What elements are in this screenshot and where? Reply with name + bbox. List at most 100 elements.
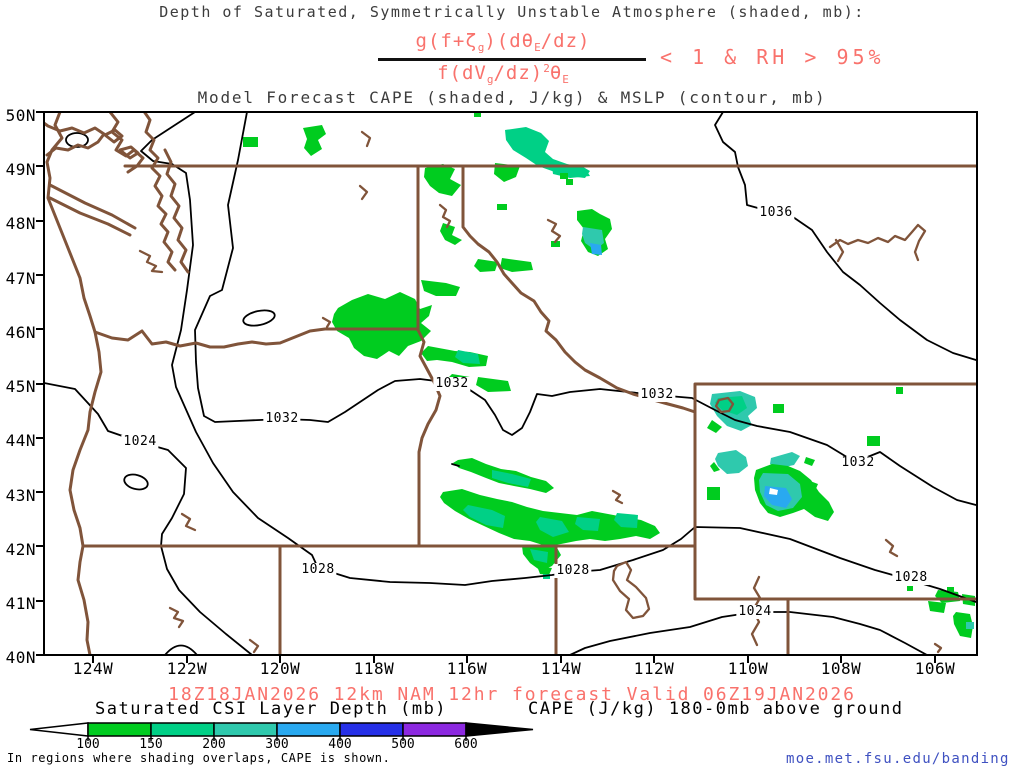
or-river-2 [168,606,185,629]
contour-1024-west [44,382,253,655]
or-river-1 [180,512,197,532]
mslp-contours [44,112,977,655]
lat-label-46n: 46N [5,323,36,342]
contour-closed-sworegon [123,473,149,491]
colorbar-seg-150 [150,722,215,737]
colorbar-value-150: 150 [139,737,163,752]
lon-label-108w: 108W [820,659,862,678]
lat-label-44n: 44N [5,431,36,450]
shading-csi-cape [243,112,975,638]
lon-label-116w: 116W [446,659,488,678]
se-river-speck [933,642,943,654]
contour-label-1032-wy: 1032 [839,455,877,470]
map-frame [36,111,978,663]
n-platte-river [884,538,899,558]
contour-label-1028-sw: 1028 [299,562,337,577]
contour-label-1024-w: 1024 [121,434,159,449]
bc-mainland-coast [108,112,145,174]
contour-label-1028-ut: 1028 [554,563,592,578]
forecast-valid-line: 18Z18JAN2026 12km NAM 12hr forecast Vali… [168,684,856,705]
vancouver-island-coast [44,121,106,157]
page-title: Depth of Saturated, Symmetrically Unstab… [159,3,865,21]
contour-fragment [451,463,460,467]
missouri-river [828,223,927,263]
colorbar-seg-400 [339,722,404,737]
colorbar-value-300: 300 [265,737,289,752]
island-1 [118,145,140,160]
great-salt-lake [611,560,651,620]
ne-wa-river-2 [358,184,369,201]
legend-left-title: Saturated CSI Layer Depth (mb) [95,699,448,719]
formula-numerator: g(f+ζg)(dθE/dz) [415,30,591,54]
yellowstone-lake [714,396,735,414]
colorbar-value-100: 100 [76,737,100,752]
mt-river [546,218,562,244]
lon-label-114w: 114W [540,659,582,678]
contour-label-1032-mt: 1032 [638,387,676,402]
columbia-bend [321,316,332,329]
lat-label-43n: 43N [5,486,36,505]
coastline [44,112,190,655]
lon-ticks [92,655,936,663]
lat-label-42n: 42N [5,540,36,559]
colorbar [29,722,534,741]
colorbar-left-arrow [29,722,89,737]
state-borders [81,164,977,655]
border-wa-or-columbia [93,327,420,349]
colorbar-value-600: 600 [454,737,478,752]
colorbar-seg-300 [276,722,341,737]
colorbar-value-400: 400 [328,737,352,752]
lon-label-118w: 118W [353,659,395,678]
lat-label-49n: 49N [5,160,36,179]
ne-wa-river-1 [360,130,372,148]
colorbar-ticks [87,736,467,741]
colorbar-value-500: 500 [391,737,415,752]
colorbar-right-arrow [465,722,534,737]
colorbar-seg-100 [87,722,152,737]
contour-1032 [194,112,977,506]
contour-closed-yakima [242,309,276,327]
island-2 [103,128,124,144]
wa-river [138,249,164,274]
strait-juan-de-fuca [48,183,137,237]
lat-label-48n: 48N [5,214,36,233]
formula-condition: < 1 & RH > 95% [660,45,885,69]
lon-label-122w: 122W [166,659,208,678]
colorbar-seg-500 [402,722,467,737]
border-or-id-snake [416,328,442,548]
legend-right-title: CAPE (J/kg) 180-0mb above ground [528,699,904,719]
colorbar-seg-200 [213,722,278,737]
lat-label-47n: 47N [5,269,36,288]
colorbar-value-200: 200 [202,737,226,752]
lat-label-40n: 40N [5,648,36,667]
puget-sound-west [142,112,177,272]
contour-1036 [714,112,977,361]
contour-label-1028-wy: 1028 [892,570,930,585]
lon-label-112w: 112W [633,659,675,678]
page-subtitle: Model Forecast CAPE (shaded, J/kg) & MSL… [197,88,827,107]
puget-sound-east [163,148,190,274]
border-id-mt [461,164,697,414]
pacific-coast [45,112,103,655]
contour-label-1036: 1036 [757,205,795,220]
contour-label-1032-or: 1032 [263,411,301,426]
overlap-note: In regions where shading overlaps, CAPE … [7,751,391,765]
formula-fraction-bar [378,58,646,61]
lat-ticks [36,111,44,656]
contour-label-1032-id: 1032 [433,376,471,391]
id-river [611,489,624,505]
lon-label-120w: 120W [259,659,301,678]
lat-label-50n: 50N [5,106,36,125]
lon-label-106w: 106W [914,659,956,678]
klamath-river [248,638,260,654]
flathead-lake [438,203,452,229]
lat-label-45n: 45N [5,377,36,396]
formula-denominator: f(dVg/dz)2θE [437,62,569,86]
border-wyoming-box [693,382,977,601]
lon-label-110w: 110W [727,659,769,678]
lat-label-41n: 41N [5,594,36,613]
lon-label-124w: 124W [72,659,114,678]
source-url[interactable]: moe.met.fsu.edu/banding [786,751,1010,767]
